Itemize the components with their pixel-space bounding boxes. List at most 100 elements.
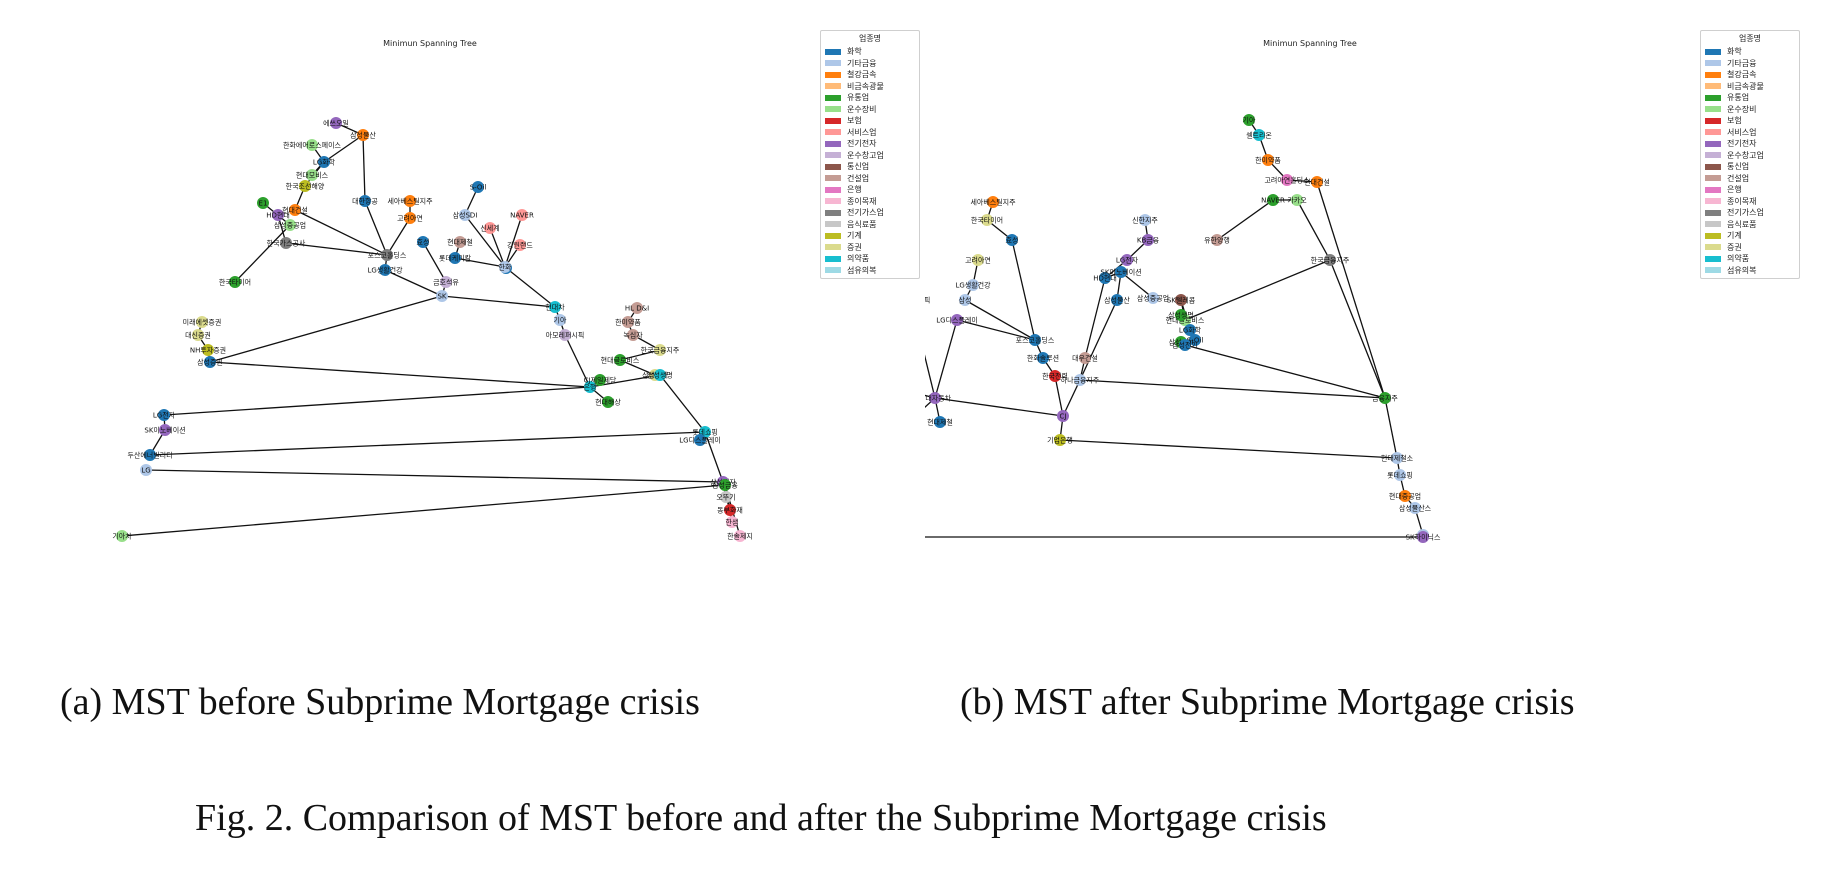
mst-node-label: NH투자증권 [190,346,226,355]
mst-node-label: 삼성중공업 [1137,294,1169,303]
mst-node [1291,194,1303,206]
legend-label: 섬유의복 [847,265,877,275]
legend-entry: 운수창고업 [825,150,915,162]
mst-edge [1329,259,1386,399]
mst-node-label: 한샘 [726,519,739,527]
legend-title-before: 업종명 [858,34,882,43]
mst-edge [234,224,291,283]
legend-label: 의약품 [1727,254,1750,264]
legend-entry: 증권 [825,242,915,254]
mst-node-label: 삼성물산 [350,131,376,140]
legend-rows-before: 화학 기타금융 철강금속 비금속광물 유통업 운수장비 보험 서비스업 전기전자 운수창고업 통신업… [825,46,915,276]
mst-node [1391,452,1403,464]
mst-node-label: 미래에셋증권 [183,318,222,327]
mst-node [554,314,566,326]
mst-node-label: 세아베스틸지주 [970,198,1016,207]
mst-node [1037,352,1049,364]
legend-swatch [825,140,841,147]
mst-edge [1079,379,1386,399]
mst-edge [1079,299,1118,381]
mst-node-label: 현대제철 [447,238,473,247]
mst-node [1175,294,1187,306]
legend-label: 은행 [1727,185,1742,195]
mst-node-label: 현대자동차 [925,394,952,403]
mst-node [1111,294,1123,306]
mst-node-label: LG화학 [1179,326,1202,335]
mst-node [1394,469,1406,481]
mst-node-label: LG [141,467,150,475]
mst-edge [285,242,388,256]
legend-swatch [825,94,841,101]
mst-edge [454,257,506,268]
mst-edge [934,319,958,399]
mst-node [196,316,208,328]
legend-entry: 통신업 [1705,161,1795,173]
legend-entry: 화학 [825,46,915,58]
mst-node-label: HD현대 [1093,275,1117,283]
mst-node-label: 삼성전기 [1172,341,1198,350]
legend-entry: 기계 [1705,230,1795,242]
mst-node [318,156,330,168]
mst-node-label: 두산에너빌리티 [127,451,172,460]
mst-node-label: 고려아연 [397,214,423,223]
legend-entry: 섬유의복 [825,265,915,277]
legend-swatch [825,83,841,90]
legend-label: 전기전자 [847,139,877,149]
mst-edge [1011,239,1036,341]
mst-node-label: 효성 [417,238,430,247]
mst-node-label: LG생활건강 [367,266,403,275]
mst-edge [564,334,591,388]
mst-node-label: 현대건설 [1304,178,1330,187]
mst-node-label: 아모레퍼시픽 [546,331,585,340]
legend-label: 전기전자 [1727,139,1757,149]
mst-node [614,354,626,366]
mst-node-label: NAVER [510,212,534,220]
legend-swatch [825,221,841,228]
mst-node-label: 대한항공 [352,197,378,206]
mst-node [1211,234,1223,246]
mst-node [987,196,999,208]
mst-node-label: 은행 [584,383,597,392]
mst-node [306,139,318,151]
mst-edge [489,227,506,268]
legend-label: 건설업 [1727,173,1750,183]
mst-node [299,180,311,192]
mst-node [306,169,318,181]
mst-node [654,369,666,381]
mst-node [379,264,391,276]
legend-entry: 의약품 [825,253,915,265]
mst-node-label: 고려아연 [965,256,991,265]
legend-swatch [825,244,841,251]
mst-node-label: SK이노베이션 [144,426,185,435]
mst-node [158,409,170,421]
mst-node [726,516,738,528]
legend-swatch [1705,152,1721,159]
node-layer-after: 두산금호석유한국가스공사HL D&I아모레퍼시픽현대모비스롯데케미칼한화에쓰오일… [925,114,1441,543]
legend-swatch [825,48,841,55]
mst-node [967,279,979,291]
mst-node-label: 현대해상 [595,398,621,407]
mst-node-label: 신세계 [480,224,499,233]
mst-node [1262,154,1274,166]
mst-node [1079,352,1091,364]
mst-node [459,209,471,221]
legend-label: 비금속광물 [847,81,884,91]
mst-node-label: 포스코홀딩스 [1016,336,1055,345]
mst-node [1243,114,1255,126]
legend-swatch [825,163,841,170]
legend-entry: 증권 [1705,242,1795,254]
legend-entry: 서비스업 [1705,127,1795,139]
mst-graph-after: Minimun Spanning Tree 두산금호석유한국가스공사HL D&I… [925,39,1441,543]
subcaption-after: (b) MST after Subprime Mortgage crisis [960,681,1575,723]
mst-edge [464,214,507,269]
mst-edge [1216,199,1274,241]
legend-label: 운수창고업 [1727,150,1764,160]
legend-swatch [1705,71,1721,78]
mst-node-label: 기업은행 [1047,436,1073,445]
mst-node [1029,334,1041,346]
legend-entry: 운수장비 [825,104,915,116]
legend-label: 운수창고업 [847,150,884,160]
mst-node [1121,254,1133,266]
mst-node-label: SK텔레콤 [1167,296,1196,305]
